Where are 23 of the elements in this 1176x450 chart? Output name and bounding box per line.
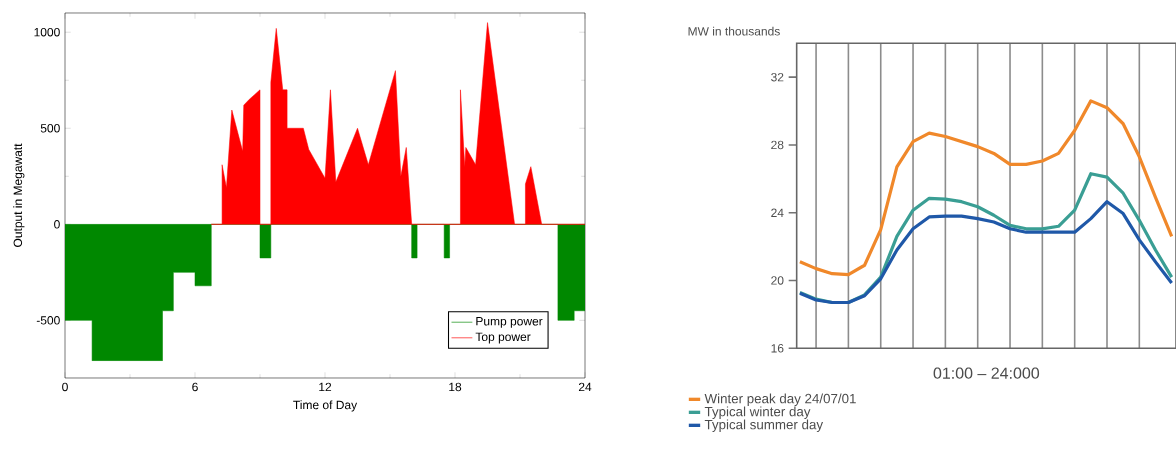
y-tick-label: 1000 [34,27,60,37]
y-tick-label: 24 [771,208,784,217]
y-tick-label: 20 [771,276,784,285]
legend-label: Winter peak day 24/07/01 [704,393,856,406]
y-axis-title: Output in Megawatt [13,143,25,247]
x-tick-label: 0 [62,382,68,392]
x-tick-label: 18 [449,382,462,392]
x-axis-title: 01:00 – 24:000 [933,367,1040,379]
y-tick-label: 0 [54,220,60,229]
y-tick-label: 500 [40,124,60,133]
y-axis-title: MW in thousands [688,26,780,36]
legend-label: Top power [475,332,531,344]
y-tick-label: 16 [771,344,784,353]
legend-label: Typical summer day [704,419,824,432]
legend-label: Typical winter day [704,406,811,419]
x-axis-title: Time of Day [293,400,358,412]
legend-label: Pump power [476,317,543,328]
x-tick-label: 6 [192,382,198,392]
y-tick-label: 28 [771,140,784,150]
x-tick-label: 24 [578,382,592,392]
y-tick-label: 32 [771,72,784,82]
x-tick-label: 12 [319,382,332,392]
y-tick-label: -500 [36,316,60,325]
